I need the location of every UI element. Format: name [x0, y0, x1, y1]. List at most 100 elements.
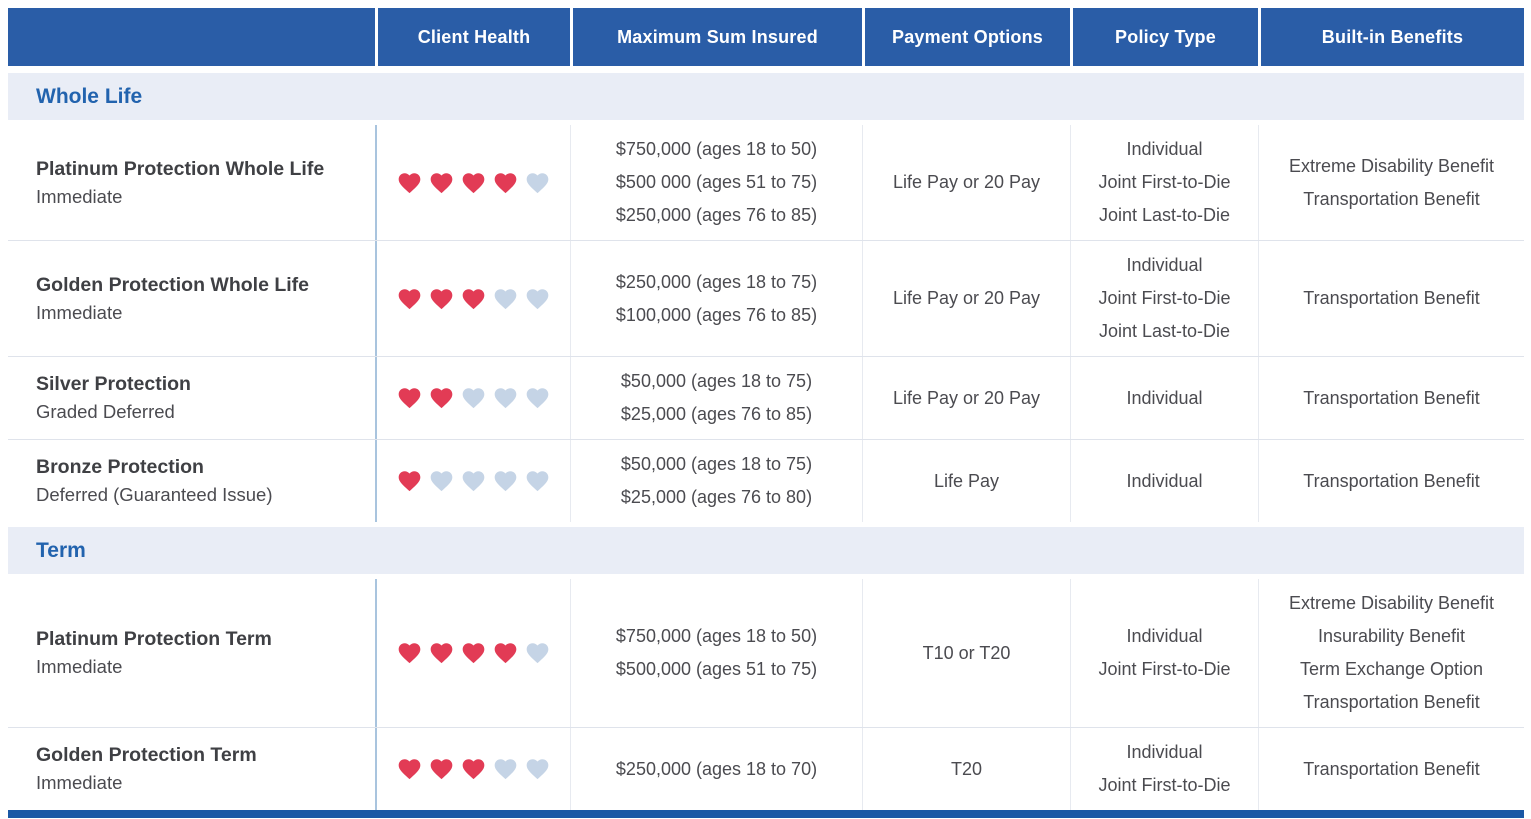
heart-filled-icon	[395, 468, 424, 494]
heart-empty-icon	[459, 385, 488, 411]
benefit-line: Transportation Benefit	[1303, 288, 1480, 308]
column-header-payment-options: Payment Options	[862, 8, 1070, 66]
benefit-line: Transportation Benefit	[1303, 470, 1480, 491]
client-health-rating	[395, 468, 552, 494]
policy-type-line: Joint First-to-Die	[1098, 775, 1231, 795]
max-sum-insured-cell: $750,000 (ages 18 to 50) $500,000 (ages 5…	[570, 579, 862, 727]
heart-empty-icon	[459, 468, 488, 494]
table-row: Golden Protection Term Immediate $250,000 …	[8, 727, 1524, 810]
table-body: Whole Life Platinum Protection Whole Life…	[8, 73, 1524, 810]
client-health-rating	[395, 756, 552, 782]
client-health-cell	[375, 440, 570, 522]
benefit-line: Transportation Benefit	[1303, 387, 1480, 408]
policy-type-cell: Individual Joint First-to-Die	[1070, 579, 1258, 727]
policy-type-cell: Individual Joint First-to-Die Joint Last-t…	[1070, 125, 1258, 240]
heart-empty-icon	[523, 385, 552, 411]
payment-options-cell: Life Pay	[862, 440, 1070, 522]
built-in-benefits-cell: Extreme Disability Benefit Insurability B…	[1258, 579, 1524, 727]
payment-options-cell: Life Pay or 20 Pay	[862, 357, 1070, 439]
policy-type-line: Individual	[1126, 626, 1203, 646]
client-health-cell	[375, 728, 570, 810]
policy-type-line: Joint First-to-Die	[1098, 659, 1231, 679]
column-header-product	[8, 8, 375, 66]
heart-filled-icon	[427, 640, 456, 666]
benefit-line: Transportation Benefit	[1303, 188, 1480, 209]
heart-filled-icon	[395, 286, 424, 312]
max-sum-line: $50,000 (ages 18 to 75)	[620, 371, 813, 391]
product-subtitle: Immediate	[36, 185, 123, 207]
benefit-line: Extreme Disability Benefit	[1288, 155, 1495, 176]
heart-empty-icon	[523, 468, 552, 494]
max-sum-line: $750,000 (ages 18 to 50)	[615, 626, 818, 646]
max-sum-line: $500,000 (ages 51 to 75)	[615, 659, 818, 679]
product-subtitle: Deferred (Guaranteed Issue)	[36, 484, 273, 505]
built-in-benefits-cell: Transportation Benefit	[1258, 440, 1524, 522]
product-subtitle: Immediate	[36, 772, 123, 793]
max-sum-line: $25,000 (ages 76 to 80)	[620, 487, 813, 507]
max-sum-insured-cell: $250,000 (ages 18 to 70)	[570, 728, 862, 810]
built-in-benefits-cell: Transportation Benefit	[1258, 357, 1524, 439]
client-health-rating	[395, 640, 552, 666]
column-header-client-health: Client Health	[375, 8, 570, 66]
benefit-line: Insurability Benefit	[1317, 626, 1466, 646]
payment-options-value: T20	[950, 758, 983, 779]
policy-type-line: Individual	[1126, 387, 1203, 408]
heart-filled-icon	[459, 170, 488, 196]
section-rows: Platinum Protection Whole Life Immediate $…	[8, 125, 1524, 522]
product-name: Golden Protection Term	[36, 744, 257, 766]
max-sum-insured-cell: $50,000 (ages 18 to 75) $25,000 (ages 76 …	[570, 440, 862, 522]
policy-type-cell: Individual Joint First-to-Die Joint Last-t…	[1070, 241, 1258, 356]
heart-empty-icon	[523, 756, 552, 782]
product-subtitle: Immediate	[36, 301, 123, 323]
max-sum-line: $250,000 (ages 18 to 75)	[615, 271, 818, 292]
policy-type-cell: Individual	[1070, 440, 1258, 522]
payment-options-value: Life Pay or 20 Pay	[892, 288, 1041, 308]
client-health-cell	[375, 125, 570, 240]
heart-empty-icon	[491, 385, 520, 411]
client-health-rating	[395, 286, 552, 312]
built-in-benefits-cell: Extreme Disability Benefit Transportation…	[1258, 125, 1524, 240]
product-name: Platinum Protection Term	[36, 628, 272, 650]
table-row: Golden Protection Whole Life Immediate $25…	[8, 240, 1524, 356]
policy-type-line: Individual	[1126, 470, 1203, 491]
payment-options-cell: T10 or T20	[862, 579, 1070, 727]
product-name: Silver Protection	[36, 373, 191, 395]
payment-options-cell: T20	[862, 728, 1070, 810]
policy-type-line: Individual	[1126, 139, 1203, 159]
client-health-cell	[375, 579, 570, 727]
benefit-line: Term Exchange Option	[1299, 659, 1484, 679]
column-header-built-in-benefits: Built-in Benefits	[1258, 8, 1524, 66]
product-cell: Platinum Protection Term Immediate	[8, 579, 375, 727]
max-sum-insured-cell: $50,000 (ages 18 to 75) $25,000 (ages 76 …	[570, 357, 862, 439]
heart-filled-icon	[395, 385, 424, 411]
policy-type-cell: Individual	[1070, 357, 1258, 439]
payment-options-cell: Life Pay or 20 Pay	[862, 125, 1070, 240]
product-name: Golden Protection Whole Life	[36, 273, 309, 296]
benefit-line: Transportation Benefit	[1303, 758, 1480, 779]
heart-filled-icon	[395, 756, 424, 782]
heart-filled-icon	[427, 286, 456, 312]
max-sum-insured-cell: $250,000 (ages 18 to 75) $100,000 (ages 7…	[570, 241, 862, 356]
built-in-benefits-cell: Transportation Benefit	[1258, 728, 1524, 810]
product-name: Bronze Protection	[36, 456, 204, 478]
max-sum-line: $750,000 (ages 18 to 50)	[615, 139, 818, 159]
payment-options-value: Life Pay or 20 Pay	[892, 172, 1041, 192]
built-in-benefits-cell: Transportation Benefit	[1258, 241, 1524, 356]
benefit-line: Transportation Benefit	[1303, 692, 1480, 712]
max-sum-insured-cell: $750,000 (ages 18 to 50) $500 000 (ages 5…	[570, 125, 862, 240]
max-sum-line: $250,000 (ages 76 to 85)	[615, 205, 818, 225]
payment-options-value: Life Pay or 20 Pay	[892, 387, 1041, 408]
benefit-line: Extreme Disability Benefit	[1288, 593, 1495, 613]
heart-filled-icon	[427, 170, 456, 196]
heart-empty-icon	[491, 468, 520, 494]
product-cell: Golden Protection Term Immediate	[8, 728, 375, 810]
client-health-rating	[395, 170, 552, 196]
table-row: Platinum Protection Term Immediate $750,00…	[8, 579, 1524, 727]
product-cell: Platinum Protection Whole Life Immediate	[8, 125, 375, 240]
policy-type-line: Joint First-to-Die	[1098, 288, 1231, 308]
heart-empty-icon	[523, 286, 552, 312]
table-row: Platinum Protection Whole Life Immediate $…	[8, 125, 1524, 240]
policy-type-cell: Individual Joint First-to-Die	[1070, 728, 1258, 810]
heart-filled-icon	[427, 385, 456, 411]
